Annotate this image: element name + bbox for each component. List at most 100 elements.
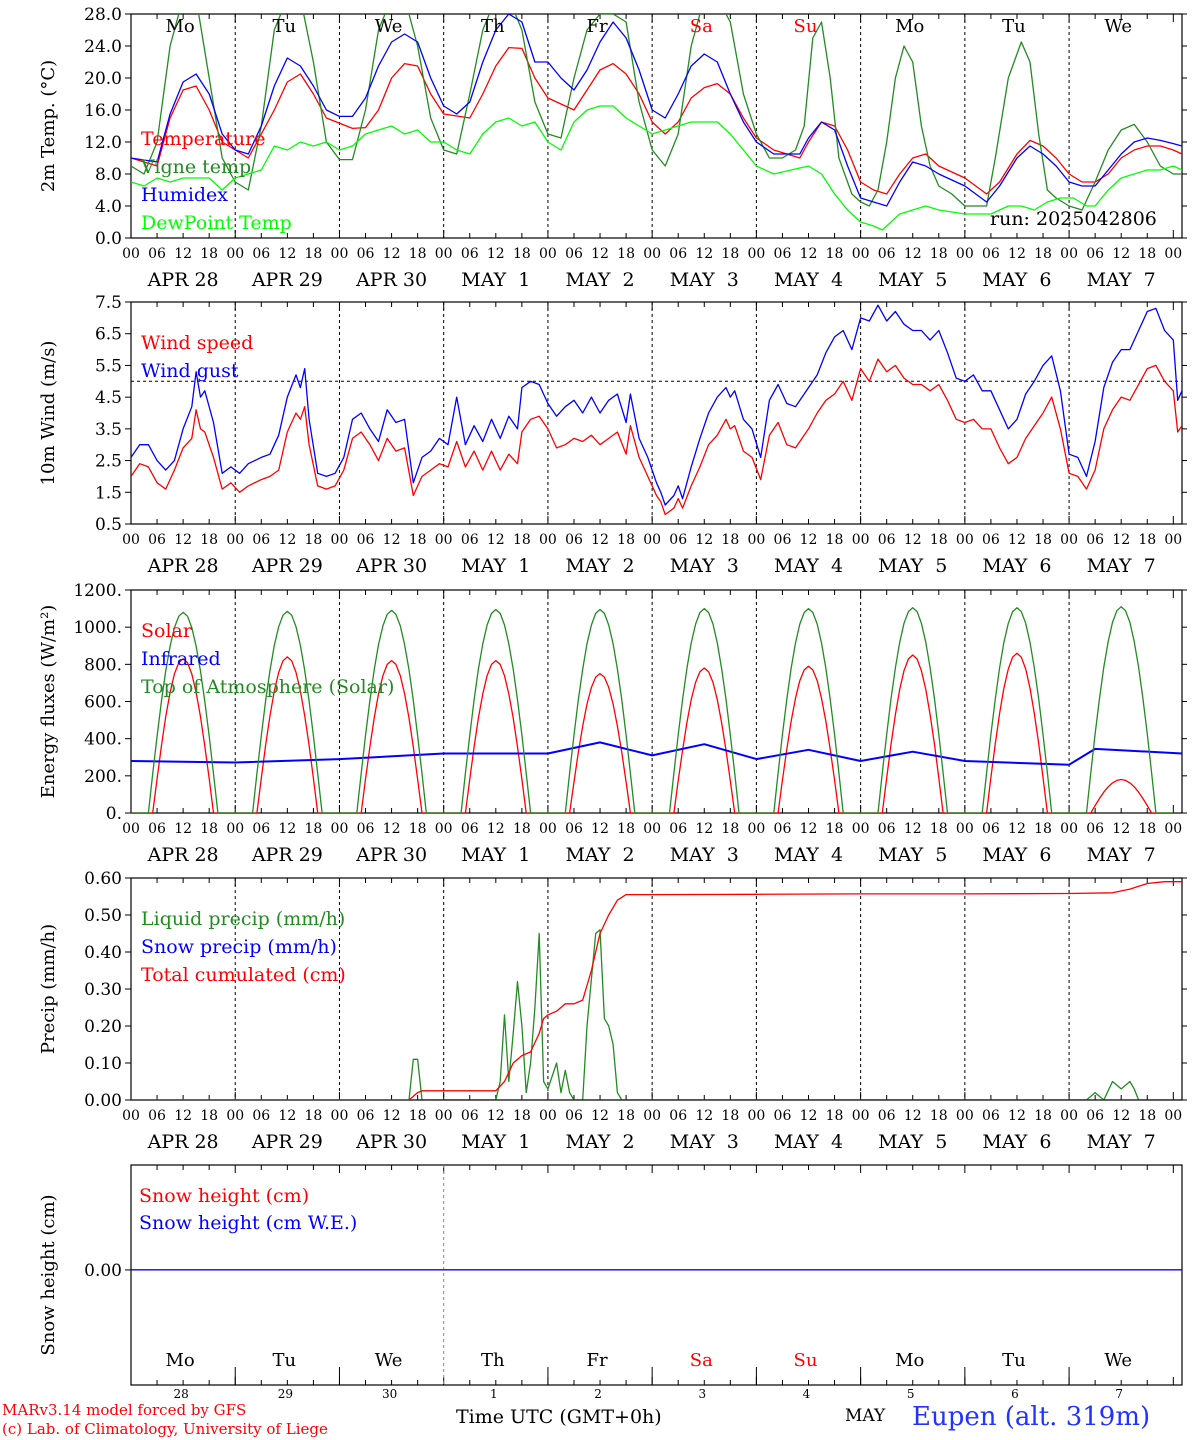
x-hour-label: 12	[904, 532, 922, 548]
x-hour-label: 18	[930, 821, 948, 837]
x-hour-label: 00	[852, 1108, 870, 1124]
x-hour-label: 18	[513, 821, 531, 837]
y-tick-label: 1.5	[95, 483, 122, 503]
x-hour-label: 06	[982, 246, 1000, 262]
x-hour-label: 18	[617, 532, 635, 548]
x-hour-label: 12	[1008, 246, 1026, 262]
x-hour-label: 06	[461, 532, 479, 548]
weekday-label-top: Mo	[165, 16, 194, 37]
x-hour-label: 18	[513, 1108, 531, 1124]
x-hour-label: 18	[200, 1108, 218, 1124]
x-hour-label: 00	[643, 532, 661, 548]
weekday-label-bottom: Fr	[586, 1350, 607, 1371]
month-label: MAY	[845, 1406, 886, 1426]
x-hour-label: 12	[383, 1108, 401, 1124]
x-hour-label: 00	[643, 246, 661, 262]
weekday-label-bottom: Mo	[895, 1350, 924, 1371]
x-hour-label: 18	[1034, 1108, 1052, 1124]
legend-temperature: Temperature	[141, 128, 265, 150]
x-hour-label: 18	[304, 1108, 322, 1124]
x-hour-label: 00	[852, 821, 870, 837]
x-hour-label: 00	[956, 246, 974, 262]
y-tick-label: 0.	[106, 804, 122, 824]
x-hour-label: 06	[774, 532, 792, 548]
x-hour-label: 00	[956, 532, 974, 548]
weekday-label-bottom: Tu	[273, 1350, 297, 1371]
x-hour-label: 12	[383, 821, 401, 837]
x-hour-label: 12	[591, 532, 609, 548]
panel-2: 0.5 1.5 2.5 3.5 4.5 5.5 6.5 7.5 10m Wind (m/s) 00…	[38, 293, 1187, 577]
x-hour-label: 00	[643, 1108, 661, 1124]
x-hour-label: 00	[852, 246, 870, 262]
x-date-label: MAY 5	[878, 1131, 947, 1153]
x-hour-label: 06	[357, 246, 375, 262]
x-hour-label: 12	[800, 1108, 818, 1124]
x-hour-label: 00	[1164, 821, 1182, 837]
weekday-label-top: Mo	[895, 16, 924, 37]
x-hour-label: 18	[304, 821, 322, 837]
x-hour-label: 06	[357, 532, 375, 548]
x-hour-label: 12	[904, 1108, 922, 1124]
x-hour-label: 12	[383, 246, 401, 262]
x-hour-label: 18	[826, 246, 844, 262]
x-date-label: MAY 2	[565, 1131, 634, 1153]
y-tick-label: 0.00	[84, 1091, 122, 1111]
x-hour-label: 12	[800, 246, 818, 262]
x-hour-label: 12	[487, 1108, 505, 1124]
panel-5: 0.00 Snow height (cm) Snow height (cm) Snow…	[38, 1164, 1183, 1386]
x-hour-label: 00	[747, 532, 765, 548]
weekday-label-top: Tu	[273, 16, 297, 37]
x-hour-label: 18	[930, 532, 948, 548]
y-axis-title: 10m Wind (m/s)	[38, 341, 59, 486]
x-hour-label: 12	[1112, 821, 1130, 837]
x-hour-label: 06	[774, 821, 792, 837]
x-hour-label: 06	[669, 1108, 687, 1124]
x-date-label: MAY 7	[1087, 844, 1156, 866]
legend-solar: Solar	[141, 620, 193, 642]
x-date-label: MAY 1	[461, 555, 530, 577]
x-date-label: MAY 2	[565, 269, 634, 291]
x-hour-label: 12	[904, 821, 922, 837]
x-hour-label: 18	[721, 532, 739, 548]
x-hour-label: 18	[409, 246, 427, 262]
series-liquid-precip-mm-h-	[131, 929, 1182, 1100]
x-hour-label: 06	[357, 821, 375, 837]
x-hour-label: 00	[435, 532, 453, 548]
x-date-label: APR 29	[251, 844, 323, 866]
x-hour-label: 06	[565, 821, 583, 837]
x-date-label: APR 30	[355, 269, 427, 291]
y-tick-label: 4.5	[95, 388, 122, 408]
y-tick-label: 8.0	[95, 165, 122, 185]
x-hour-label: 06	[878, 821, 896, 837]
x-hour-label: 06	[878, 246, 896, 262]
y-tick-label: 0.60	[84, 869, 122, 889]
station-label: Eupen (alt. 319m)	[912, 1402, 1151, 1432]
x-hour-label: 00	[331, 821, 349, 837]
y-tick-label: 7.5	[95, 293, 122, 313]
y-tick-label: 16.0	[84, 101, 122, 121]
weekday-label-top: Tu	[1002, 16, 1026, 37]
panel-4: 0.00 0.10 0.20 0.30 0.40 0.50 0.60 Precip (mm/h…	[38, 869, 1187, 1153]
x-date-label: MAY 6	[982, 269, 1051, 291]
x-hour-label: 18	[304, 246, 322, 262]
x-hour-label: 00	[226, 821, 244, 837]
x-date-label: MAY 4	[774, 555, 843, 577]
y-tick-label: 3.5	[95, 420, 122, 440]
x-hour-label: 06	[252, 1108, 270, 1124]
x-hour-label: 00	[435, 246, 453, 262]
y-tick-label: 0.0	[95, 229, 122, 249]
panel-3: 0. 200. 400. 600. 800. 1000. 1200. Energy fluxe…	[38, 581, 1187, 866]
x-hour-label: 12	[174, 532, 192, 548]
x-hour-label: 06	[565, 246, 583, 262]
x-date-label: APR 29	[251, 555, 323, 577]
x-hour-label: 18	[617, 246, 635, 262]
x-hour-label: 06	[669, 246, 687, 262]
x-date-label: MAY 5	[878, 844, 947, 866]
x-hour-label: 18	[409, 1108, 427, 1124]
x-hour-label: 12	[695, 246, 713, 262]
legend-wind-gust: Wind gust	[141, 360, 239, 382]
x-hour-label: 18	[826, 532, 844, 548]
x-date-label: MAY 7	[1087, 269, 1156, 291]
x-date-label: MAY 4	[774, 844, 843, 866]
